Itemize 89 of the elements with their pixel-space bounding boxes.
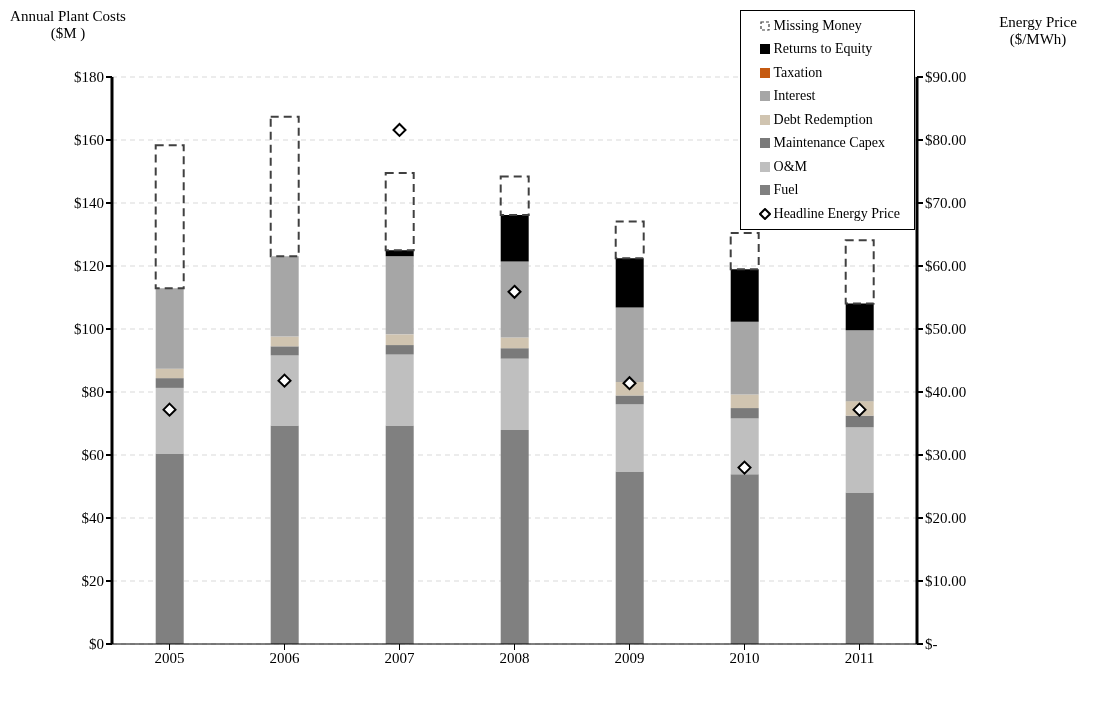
bar	[385, 425, 414, 644]
y-tick-label: $100	[74, 321, 104, 338]
bar	[730, 269, 759, 322]
legend-label: Maintenance Capex	[773, 135, 886, 152]
x-tick-label: 2010	[729, 649, 760, 666]
bar	[845, 492, 874, 644]
y-tick-label: $80	[81, 384, 104, 401]
x-tick-label: 2009	[614, 649, 645, 666]
y-tick-label: $160	[74, 132, 104, 149]
bar	[730, 394, 759, 409]
bar	[500, 337, 529, 349]
x-tick-label: 2005	[154, 649, 185, 666]
legend-label: Missing Money	[773, 17, 862, 34]
bar	[730, 474, 759, 644]
y2-tick-label: $60.00	[925, 258, 967, 275]
legend-label: O&M	[773, 158, 807, 175]
bar	[155, 453, 184, 644]
bar	[270, 256, 299, 337]
bar	[500, 214, 529, 262]
y2-tick-label: $-	[925, 636, 938, 653]
bar	[384, 172, 415, 252]
bar	[844, 239, 875, 305]
y2-tick-label: $10.00	[925, 573, 967, 590]
bar	[729, 231, 760, 271]
bar	[155, 368, 184, 379]
bar	[845, 330, 874, 402]
bar	[615, 404, 644, 472]
y2-tick-label: $80.00	[925, 132, 967, 149]
y2-tick-label: $70.00	[925, 195, 967, 212]
y-tick-label: $180	[74, 69, 104, 86]
bar	[500, 358, 529, 431]
bar	[385, 256, 414, 335]
bar	[615, 395, 644, 405]
y2-tick-label: $90.00	[925, 69, 967, 86]
x-tick-label: 2006	[269, 649, 300, 666]
bar	[499, 175, 530, 216]
point	[737, 460, 752, 475]
bar	[270, 355, 299, 426]
bar	[155, 378, 184, 388]
legend-label: Headline Energy Price	[773, 205, 900, 222]
y-tick-label: $120	[74, 258, 104, 275]
legend-label: Taxation	[773, 64, 823, 81]
bar	[615, 471, 644, 644]
point	[852, 402, 867, 417]
y2-tick-label: $30.00	[925, 447, 967, 464]
bar	[845, 427, 874, 493]
y-tick-label: $0	[89, 636, 104, 653]
y2-axis-title: Energy Price ($/MWh)	[998, 14, 1078, 48]
y-tick-label: $60	[81, 447, 104, 464]
y-tick-label: $140	[74, 195, 104, 212]
bar	[270, 425, 299, 644]
y-axis-title: Annual Plant Costs ($M )	[9, 8, 127, 42]
bar	[385, 345, 414, 355]
bar	[154, 144, 185, 290]
legend-label: Fuel	[773, 182, 799, 199]
x-tick-label: 2007	[384, 649, 415, 666]
legend-label: Interest	[773, 88, 816, 105]
point	[162, 402, 177, 417]
bar	[500, 348, 529, 359]
bar	[155, 387, 184, 454]
bar	[845, 415, 874, 428]
y-tick-label: $40	[81, 510, 104, 527]
point	[507, 284, 522, 299]
bar	[615, 307, 644, 382]
y2-tick-label: $50.00	[925, 321, 967, 338]
bar	[385, 334, 414, 346]
bar	[615, 258, 644, 308]
point	[622, 376, 637, 391]
bar	[730, 321, 759, 395]
y-tick-label: $20	[81, 573, 104, 590]
bar	[270, 346, 299, 356]
bar	[614, 220, 645, 260]
point	[277, 373, 292, 388]
y2-tick-label: $40.00	[925, 384, 967, 401]
bar	[385, 354, 414, 426]
legend-label: Returns to Equity	[773, 41, 873, 58]
point	[392, 122, 407, 137]
bar	[500, 430, 529, 644]
bar	[730, 418, 759, 475]
legend-label: Debt Redemption	[773, 111, 873, 128]
bar	[270, 336, 299, 347]
bar	[500, 261, 529, 338]
bar	[845, 303, 874, 331]
bar	[269, 115, 300, 258]
x-tick-label: 2011	[844, 649, 875, 666]
bar	[730, 408, 759, 419]
y2-tick-label: $20.00	[925, 510, 967, 527]
bar	[155, 288, 184, 369]
x-tick-label: 2008	[499, 649, 530, 666]
